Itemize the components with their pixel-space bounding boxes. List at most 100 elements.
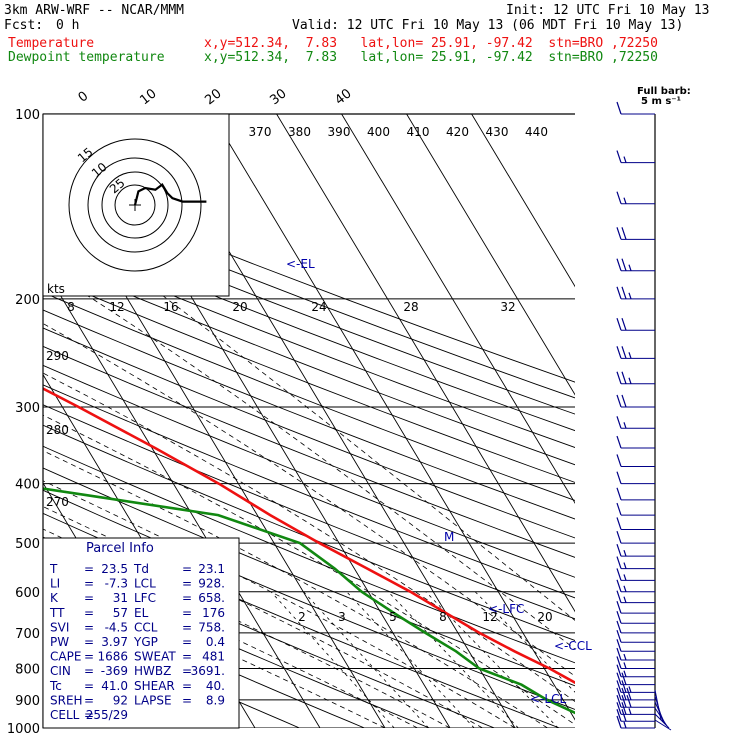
parcel-key: PW <box>50 635 69 649</box>
isotherm-label: 10 <box>137 86 159 108</box>
wind-barb <box>616 394 655 408</box>
barb-half <box>623 156 627 163</box>
parcel-value: 8.9 <box>206 693 225 707</box>
barb-title: Full barb: <box>637 86 691 97</box>
parcel-eq: = <box>182 693 192 707</box>
wind-barb <box>616 346 655 359</box>
parcel-key: Td <box>133 562 149 576</box>
parcel-eq: = <box>84 606 94 620</box>
hodograph-ring <box>114 184 156 226</box>
parcel-key: EL <box>134 606 149 620</box>
parcel-value: 57 <box>113 606 128 620</box>
barb-half <box>623 562 627 569</box>
wind-barb <box>616 502 655 516</box>
wind-barb <box>616 630 655 643</box>
isotherm-label: 20 <box>202 86 224 108</box>
hodograph-ring <box>87 157 183 253</box>
parcel-eq: = <box>84 635 94 649</box>
barb-full <box>616 600 622 614</box>
parcel-value: 758. <box>198 620 225 634</box>
barb-full <box>616 695 622 708</box>
wind-barb <box>616 702 655 715</box>
barb-full <box>626 687 632 701</box>
barb-half <box>628 377 632 384</box>
barb-full <box>616 664 622 677</box>
dry-adiabat <box>43 209 575 415</box>
dry-adiabat <box>43 327 575 539</box>
wind-barb <box>616 664 655 678</box>
barb-full <box>616 502 622 516</box>
parcel-value: 41.0 <box>101 679 128 693</box>
moist-adiabat <box>63 221 575 621</box>
wind-barb <box>616 530 655 544</box>
barb-units: 5 m s⁻¹ <box>641 96 681 107</box>
barb-low <box>654 707 668 727</box>
wind-barb <box>616 435 655 449</box>
wind-barb <box>616 517 655 530</box>
parcel-key: LFC <box>134 591 156 605</box>
dry-adiabat <box>43 179 575 383</box>
barb-full <box>616 258 622 271</box>
hodograph-ring <box>101 171 169 239</box>
dry-adiabat <box>43 291 575 501</box>
isotherm <box>43 265 321 728</box>
dry-adiabat <box>43 404 575 620</box>
barb-full <box>621 394 627 408</box>
moist-adiabat <box>43 372 575 702</box>
pressure-label: 900 <box>15 694 40 709</box>
dry-adiabat <box>43 309 575 520</box>
barb-full <box>616 656 622 669</box>
barb-half <box>623 596 627 603</box>
barb-full <box>621 371 627 384</box>
parcel-value: -369 <box>101 664 128 678</box>
parcel-key: Tc <box>49 679 62 693</box>
barb-full <box>616 435 622 449</box>
parcel-eq: = <box>182 664 192 678</box>
barb-half <box>623 585 627 592</box>
barb-full <box>616 371 622 384</box>
moist-adiabat <box>43 450 548 728</box>
parcel-eq: = <box>182 650 192 664</box>
theta-e-label: 390 <box>328 125 351 139</box>
mixing-ratio-top-label: 8 <box>67 300 75 314</box>
mixing-ratio-low-label: 3 <box>338 610 346 624</box>
parcel-value: -4.5 <box>105 620 128 634</box>
barb-full <box>616 517 622 530</box>
barb-full <box>621 227 627 240</box>
parcel-key: T <box>49 562 58 576</box>
dewpoint-legend-label: Dewpoint temperature <box>8 50 165 65</box>
pressure-label: 300 <box>15 401 40 416</box>
wind-barb <box>616 556 655 570</box>
parcel-value: 928. <box>198 577 225 591</box>
isotherm <box>276 114 575 613</box>
pressure-label: 400 <box>15 478 40 493</box>
parcel-eq: = <box>84 679 94 693</box>
barb-full <box>616 471 622 484</box>
pressure-label: 200 <box>15 293 40 308</box>
barb-half <box>623 670 627 677</box>
isotherm <box>406 114 575 396</box>
barb-low <box>654 713 670 729</box>
parcel-key: SHEAR <box>134 679 175 693</box>
parcel-value: 3691. <box>191 664 225 678</box>
dry-adiabat-label: 270 <box>46 495 69 509</box>
barb-full <box>616 672 622 685</box>
dry-adiabat <box>43 467 575 687</box>
wind-barb <box>616 620 655 634</box>
theta-e-label: 430 <box>486 125 509 139</box>
barb-half <box>628 708 632 715</box>
barb-full <box>616 687 622 701</box>
lfc-marker: <-LFC <box>488 602 524 616</box>
parcel-value: 255/29 <box>86 708 128 722</box>
wind-barb <box>616 454 655 467</box>
barb-full <box>616 150 622 163</box>
parcel-value: 0.4 <box>206 635 225 649</box>
dry-adiabat-label: 280 <box>46 423 69 437</box>
barb-half <box>623 549 627 557</box>
dry-adiabat <box>43 364 575 578</box>
barb-low <box>654 719 672 731</box>
hodograph-units: kts <box>47 282 65 296</box>
barb-full <box>621 709 627 722</box>
parcel-value: 23.1 <box>198 562 225 576</box>
